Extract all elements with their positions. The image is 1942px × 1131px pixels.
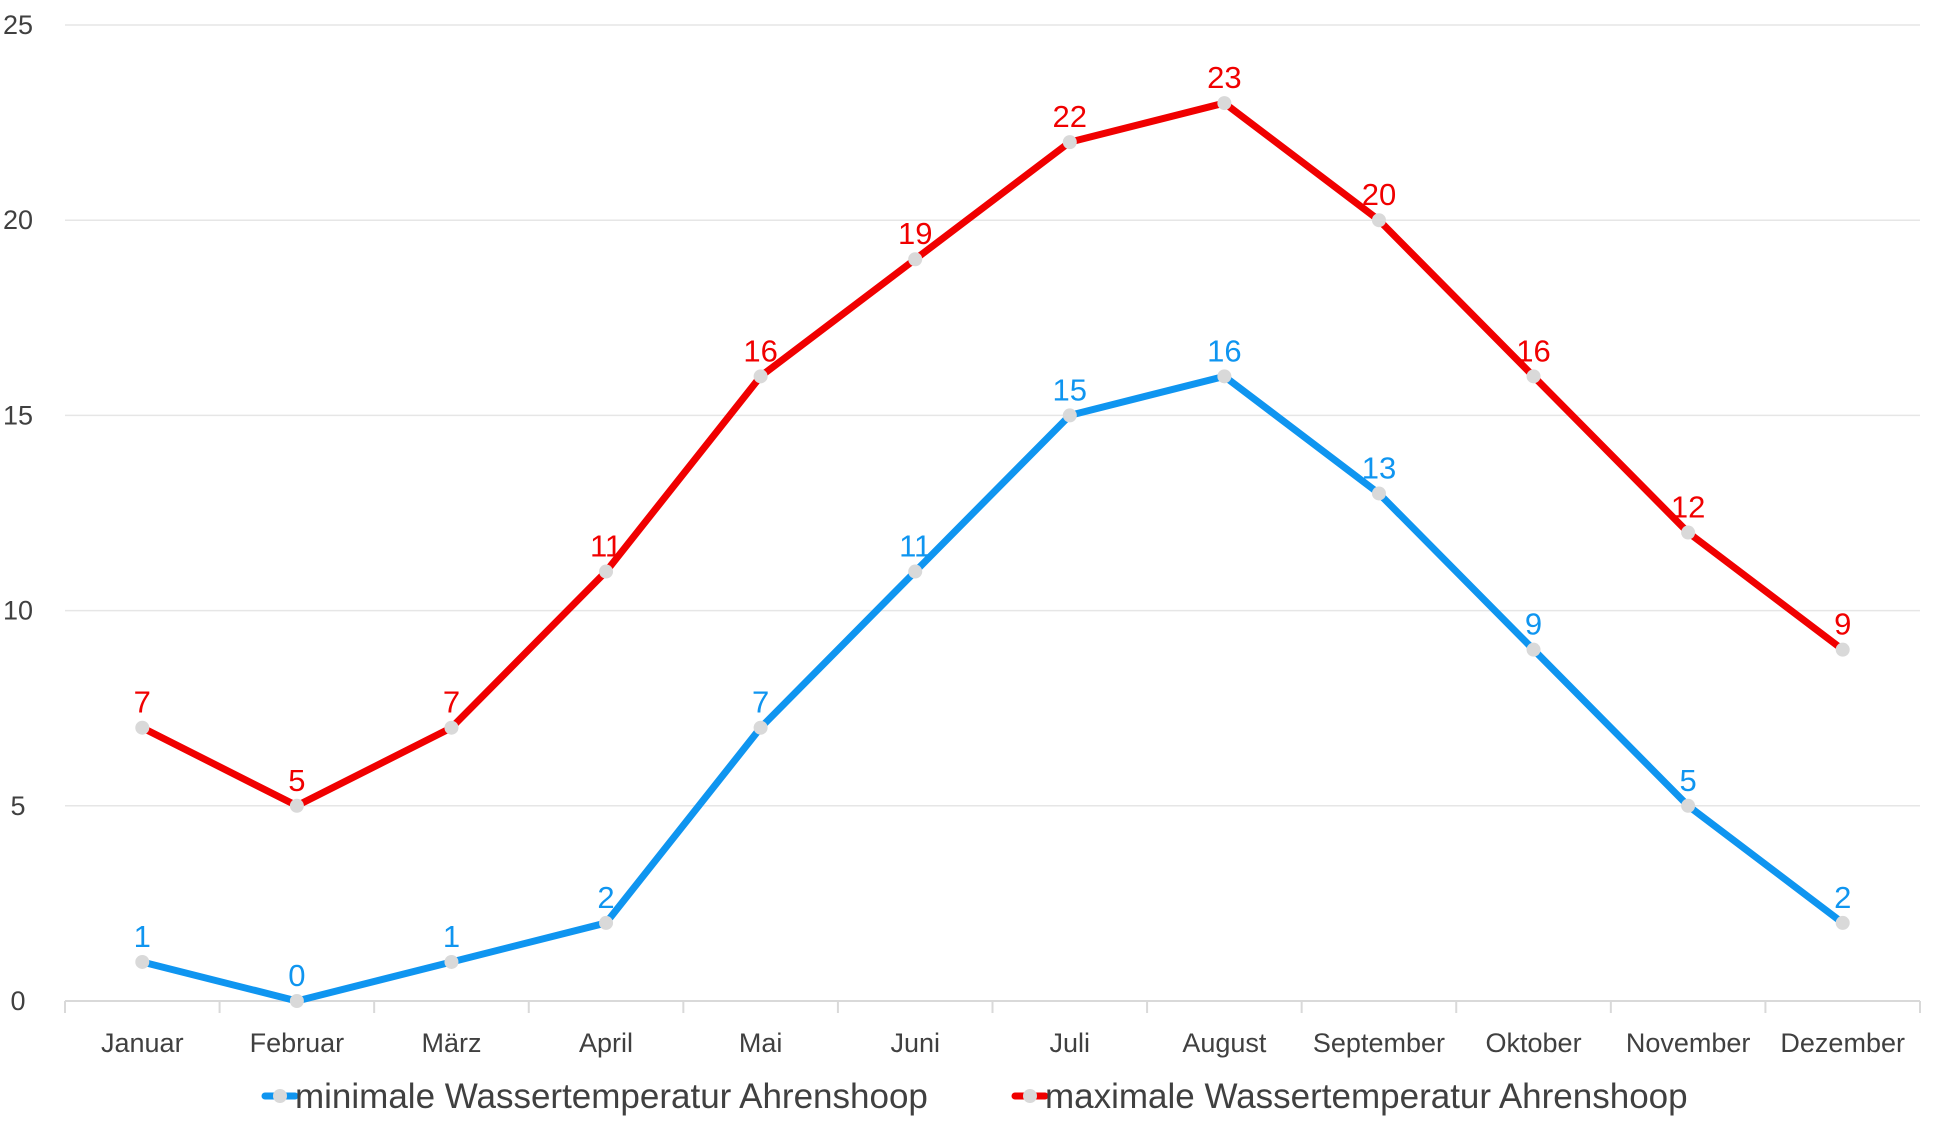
gridlines: [65, 24, 1920, 807]
data-label: 9: [1525, 607, 1542, 642]
x-tick-label: Mai: [739, 1028, 783, 1058]
legend: minimale Wassertemperatur Ahrenshoop maxi…: [261, 1077, 1688, 1116]
data-point: [1217, 96, 1232, 111]
x-tick-label: Februar: [250, 1028, 345, 1058]
data-point: [908, 564, 923, 579]
data-point: [753, 720, 768, 735]
data-label: 1: [134, 919, 151, 954]
data-label: 7: [443, 685, 460, 720]
data-point: [135, 954, 150, 969]
x-tick-label: Juli: [1050, 1028, 1091, 1058]
y-tick-label: 20: [3, 205, 33, 235]
data-point: [1526, 642, 1541, 657]
series-group: [135, 96, 1850, 1008]
data-point: [599, 564, 614, 579]
y-tick-label: 10: [3, 596, 33, 626]
data-point: [1217, 369, 1232, 384]
data-label: 5: [288, 763, 305, 798]
data-label: 22: [1053, 99, 1087, 134]
y-tick-label: 5: [10, 791, 25, 821]
data-point: [1371, 486, 1386, 501]
data-label: 7: [134, 685, 151, 720]
x-tick-label: August: [1182, 1028, 1267, 1058]
series-line-1: [138, 99, 1847, 810]
legend-item-1: maximale Wassertemperatur Ahrenshoop: [1011, 1077, 1688, 1116]
data-label: 12: [1671, 490, 1705, 525]
data-label: 16: [1207, 333, 1241, 368]
data-point: [289, 798, 304, 813]
y-tick-label: 25: [3, 10, 33, 40]
x-tick-label: März: [421, 1028, 481, 1058]
data-label: 19: [898, 216, 932, 251]
data-label: 13: [1362, 450, 1396, 485]
y-tick-label: 15: [3, 400, 33, 430]
data-point: [1835, 915, 1850, 930]
legend-label: maximale Wassertemperatur Ahrenshoop: [1045, 1077, 1688, 1116]
x-tick-label: April: [579, 1028, 633, 1058]
legend-marker: [1023, 1089, 1037, 1103]
data-point: [1526, 369, 1541, 384]
data-label: 1: [443, 919, 460, 954]
legend-label: minimale Wassertemperatur Ahrenshoop: [295, 1077, 928, 1116]
legend-marker: [273, 1089, 287, 1103]
series-line-0: [138, 372, 1847, 1005]
data-point: [444, 954, 459, 969]
x-tick-label: September: [1313, 1028, 1445, 1058]
data-label: 2: [1834, 880, 1851, 915]
x-tick-label: November: [1626, 1028, 1751, 1058]
data-label: 11: [899, 529, 931, 564]
data-label: 0: [288, 958, 305, 993]
data-point: [1371, 213, 1386, 228]
x-tick-label: Juni: [890, 1028, 940, 1058]
data-label: 16: [1516, 333, 1550, 368]
x-tick-label: Oktober: [1486, 1028, 1582, 1058]
x-tick-label: Dezember: [1780, 1028, 1905, 1058]
data-point: [1062, 135, 1077, 150]
data-point: [1681, 525, 1696, 540]
data-label: 16: [743, 333, 777, 368]
data-point: [599, 915, 614, 930]
data-label: 15: [1053, 372, 1087, 407]
data-point: [135, 720, 150, 735]
data-label: 9: [1834, 607, 1851, 642]
data-label: 23: [1207, 60, 1241, 95]
data-point: [289, 994, 304, 1008]
data-point: [1062, 408, 1077, 423]
data-label: 5: [1680, 763, 1697, 798]
y-tick-label: 0: [10, 986, 25, 1016]
data-point: [908, 252, 923, 267]
legend-item-0: minimale Wassertemperatur Ahrenshoop: [261, 1077, 928, 1116]
data-label: 11: [590, 529, 622, 564]
x-tick-label: Januar: [101, 1028, 184, 1058]
data-label: 7: [752, 685, 769, 720]
data-label: 20: [1362, 177, 1396, 212]
data-point: [1681, 798, 1696, 813]
data-point: [1835, 642, 1850, 657]
data-point: [753, 369, 768, 384]
data-label: 2: [597, 880, 614, 915]
data-point: [444, 720, 459, 735]
